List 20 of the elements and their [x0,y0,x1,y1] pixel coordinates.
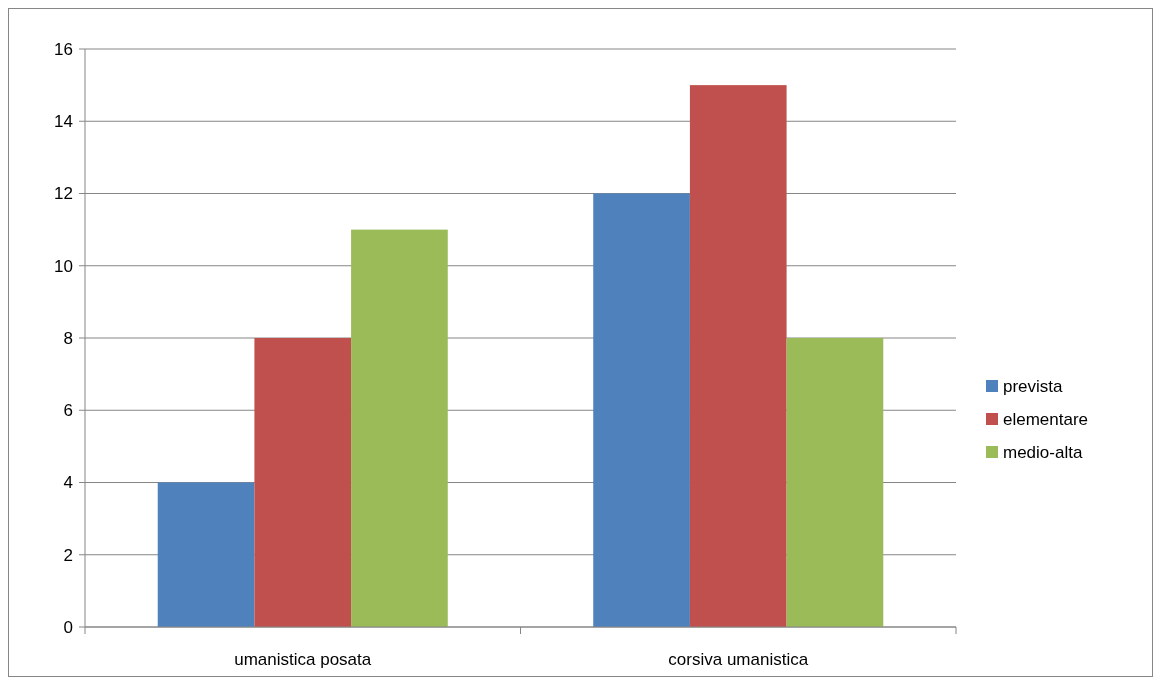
y-tick-label: 6 [63,401,73,421]
x-tick-label: umanistica posata [234,650,372,669]
bar [351,229,448,627]
y-tick-label: 0 [63,617,73,637]
y-tick-label: 4 [63,473,73,493]
y-tick-label: 16 [54,39,73,59]
bar [593,193,690,627]
bar [254,338,352,627]
y-tick-label: 14 [54,112,73,132]
y-tick-label: 10 [54,256,73,276]
y-tick-label: 8 [63,328,73,348]
bar [786,338,884,627]
legend-label: medio-alta [1003,442,1083,462]
bar [157,482,255,627]
y-tick-label: 2 [63,545,73,565]
bar [689,85,787,627]
legend-label: prevista [1003,376,1064,396]
x-tick-label: corsiva umanistica [668,650,809,669]
legend-label: elementare [1003,409,1089,429]
y-tick-label: 12 [54,184,73,204]
